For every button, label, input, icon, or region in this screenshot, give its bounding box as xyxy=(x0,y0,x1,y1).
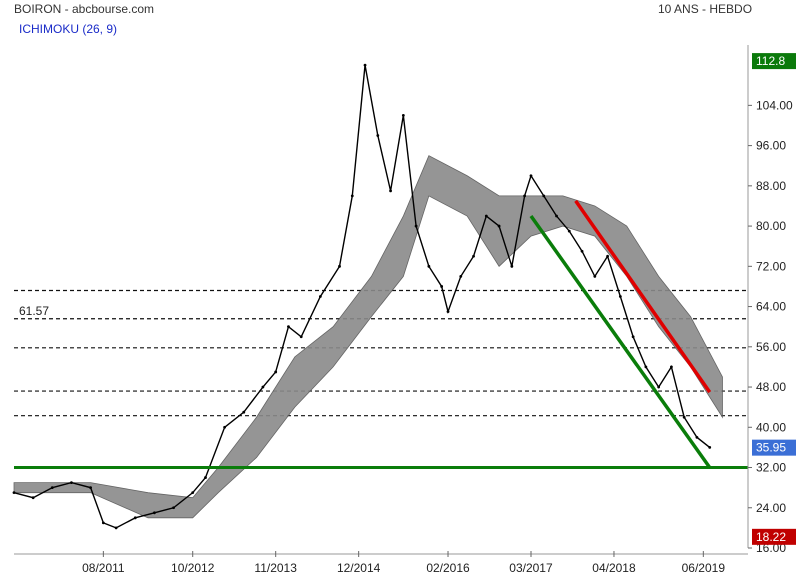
price-point xyxy=(242,410,246,414)
x-tick-label: 02/2016 xyxy=(426,561,470,575)
price-marker-box xyxy=(752,439,796,456)
price-point xyxy=(191,491,195,495)
price-point xyxy=(440,285,444,288)
price-point xyxy=(414,224,418,228)
price-point xyxy=(555,214,558,218)
trendline-channel-high xyxy=(574,199,712,394)
price-point xyxy=(70,481,73,485)
price-point xyxy=(580,249,584,253)
price-point xyxy=(153,511,156,515)
y-tick-label: 72.00 xyxy=(756,259,786,273)
trendline-channel-low xyxy=(529,215,712,469)
price-point xyxy=(529,174,533,178)
price-point xyxy=(338,264,341,268)
price-point xyxy=(459,274,463,278)
price-marker-box xyxy=(752,528,796,545)
price-point xyxy=(50,486,54,490)
price-point xyxy=(389,189,392,193)
price-point xyxy=(593,274,597,278)
y-tick-label: 64.00 xyxy=(756,300,786,314)
price-point xyxy=(618,295,622,298)
price-point xyxy=(695,435,699,439)
price-point xyxy=(318,295,322,298)
price-point xyxy=(542,194,546,198)
price-point xyxy=(708,446,712,449)
price-marker-label: 18.22 xyxy=(756,530,786,544)
price-point xyxy=(223,425,227,429)
price-point xyxy=(133,516,137,520)
price-point xyxy=(427,264,431,268)
price-point xyxy=(644,365,648,369)
y-tick-label: 40.00 xyxy=(756,420,786,434)
price-point xyxy=(376,134,380,137)
x-tick-label: 06/2019 xyxy=(682,561,726,575)
fibonacci-levels: 61.57 xyxy=(14,289,748,417)
price-markers: 112.8 35.95 18.22 xyxy=(752,53,796,545)
price-point xyxy=(204,476,207,479)
trendlines xyxy=(14,199,748,470)
x-tick-label: 11/2013 xyxy=(254,561,297,575)
price-point xyxy=(472,254,475,258)
price-point xyxy=(101,521,105,525)
y-axis: 16.0024.0032.0040.0048.0056.0064.0072.00… xyxy=(747,45,793,555)
price-point xyxy=(606,254,609,258)
y-tick-label: 24.00 xyxy=(756,501,786,515)
price-point xyxy=(401,114,405,117)
x-tick-label: 03/2017 xyxy=(509,561,553,575)
price-point xyxy=(31,496,35,500)
y-tick-label: 32.00 xyxy=(756,461,786,475)
price-point xyxy=(287,325,290,329)
indicator-label: ICHIMOKU (26, 9) xyxy=(19,22,118,36)
price-point xyxy=(567,229,571,233)
price-marker-label: 35.95 xyxy=(756,441,786,455)
x-tick-label: 12/2014 xyxy=(337,561,381,575)
price-point xyxy=(631,335,635,339)
price-point xyxy=(12,491,16,495)
price-point xyxy=(89,486,92,490)
y-tick-label: 48.00 xyxy=(756,380,786,394)
x-axis: 08/2011 10/2012 11/2013 12/2014 02/2016 03/20… xyxy=(14,551,748,575)
fib-level-label: 61.57 xyxy=(19,304,49,318)
price-point xyxy=(363,63,367,67)
x-tick-label: 04/2018 xyxy=(592,561,636,575)
ichimoku-cloud xyxy=(13,155,723,519)
cloud-area xyxy=(13,155,723,519)
price-point xyxy=(350,194,354,198)
chart-period: 10 ANS - HEBDO xyxy=(658,2,753,16)
price-point xyxy=(114,526,118,530)
y-tick-label: 80.00 xyxy=(756,219,786,233)
price-marker-label: 112.8 xyxy=(756,54,785,68)
y-tick-label: 104.00 xyxy=(756,98,793,112)
price-line xyxy=(13,64,711,529)
y-tick-label: 96.00 xyxy=(756,139,786,153)
price-point xyxy=(497,224,501,228)
y-tick-label: 56.00 xyxy=(756,340,786,354)
price-series xyxy=(12,63,712,530)
price-point xyxy=(299,335,303,339)
price-point xyxy=(274,370,278,374)
price-point xyxy=(657,385,661,389)
price-point xyxy=(484,214,488,218)
price-point xyxy=(172,506,175,510)
chart-title: BOIRON - abcbourse.com xyxy=(14,2,155,16)
x-tick-label: 08/2011 xyxy=(82,561,125,575)
price-point xyxy=(446,310,450,313)
price-point xyxy=(682,415,686,419)
y-tick-label: 88.00 xyxy=(756,179,786,193)
x-tick-label: 10/2012 xyxy=(171,561,215,575)
price-marker-box xyxy=(752,53,796,70)
price-point xyxy=(670,365,673,369)
price-point xyxy=(523,194,527,198)
price-point xyxy=(510,264,514,268)
price-point xyxy=(261,385,265,389)
